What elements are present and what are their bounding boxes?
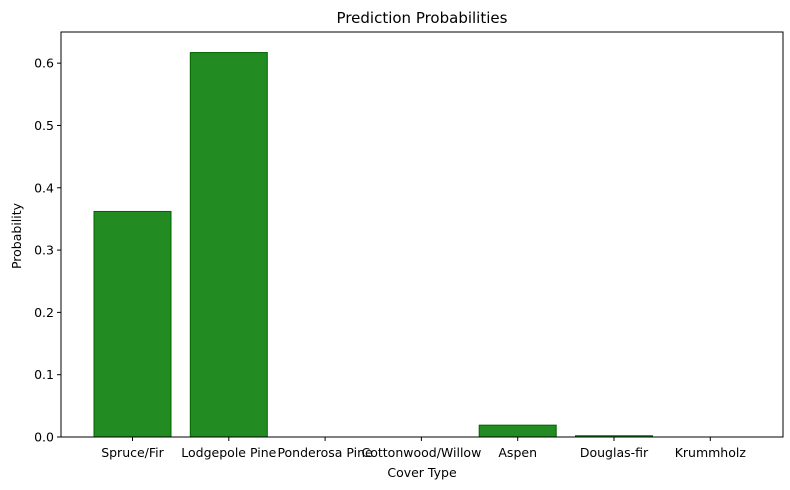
x-tick-label: Lodgepole Pine bbox=[181, 445, 276, 460]
y-tick-label: 0.3 bbox=[34, 243, 54, 258]
y-tick-label: 0.0 bbox=[34, 430, 54, 445]
bar-lodgepole-pine bbox=[189, 52, 268, 438]
y-tick-label: 0.5 bbox=[34, 118, 54, 133]
x-tick-label: Cottonwood/Willow bbox=[362, 445, 482, 460]
y-tick-label: 0.2 bbox=[34, 305, 54, 320]
x-tick-label: Aspen bbox=[498, 445, 537, 460]
chart-title: Prediction Probabilities bbox=[337, 9, 508, 27]
y-axis-label: Probability bbox=[9, 202, 24, 269]
y-axis: 0.0 0.1 0.2 0.3 0.4 0.5 0.6 bbox=[34, 56, 61, 445]
y-tick-label: 0.4 bbox=[34, 180, 54, 195]
x-tick-label: Douglas-fir bbox=[580, 445, 649, 460]
bar-spruce-fir bbox=[93, 210, 172, 438]
plot-frame bbox=[60, 31, 784, 438]
bars-group bbox=[93, 52, 653, 438]
x-tick-label: Ponderosa Pine bbox=[277, 445, 373, 460]
y-tick-label: 0.6 bbox=[34, 56, 54, 71]
x-axis: Spruce/Fir Lodgepole Pine Ponderosa PineCo… bbox=[101, 437, 746, 460]
x-tick-label: Spruce/Fir bbox=[101, 445, 164, 460]
bar-aspen bbox=[478, 424, 557, 438]
x-axis-label: Cover Type bbox=[387, 465, 457, 480]
y-tick-label: 0.1 bbox=[34, 367, 54, 382]
x-tick-label: Krummholz bbox=[675, 445, 747, 460]
